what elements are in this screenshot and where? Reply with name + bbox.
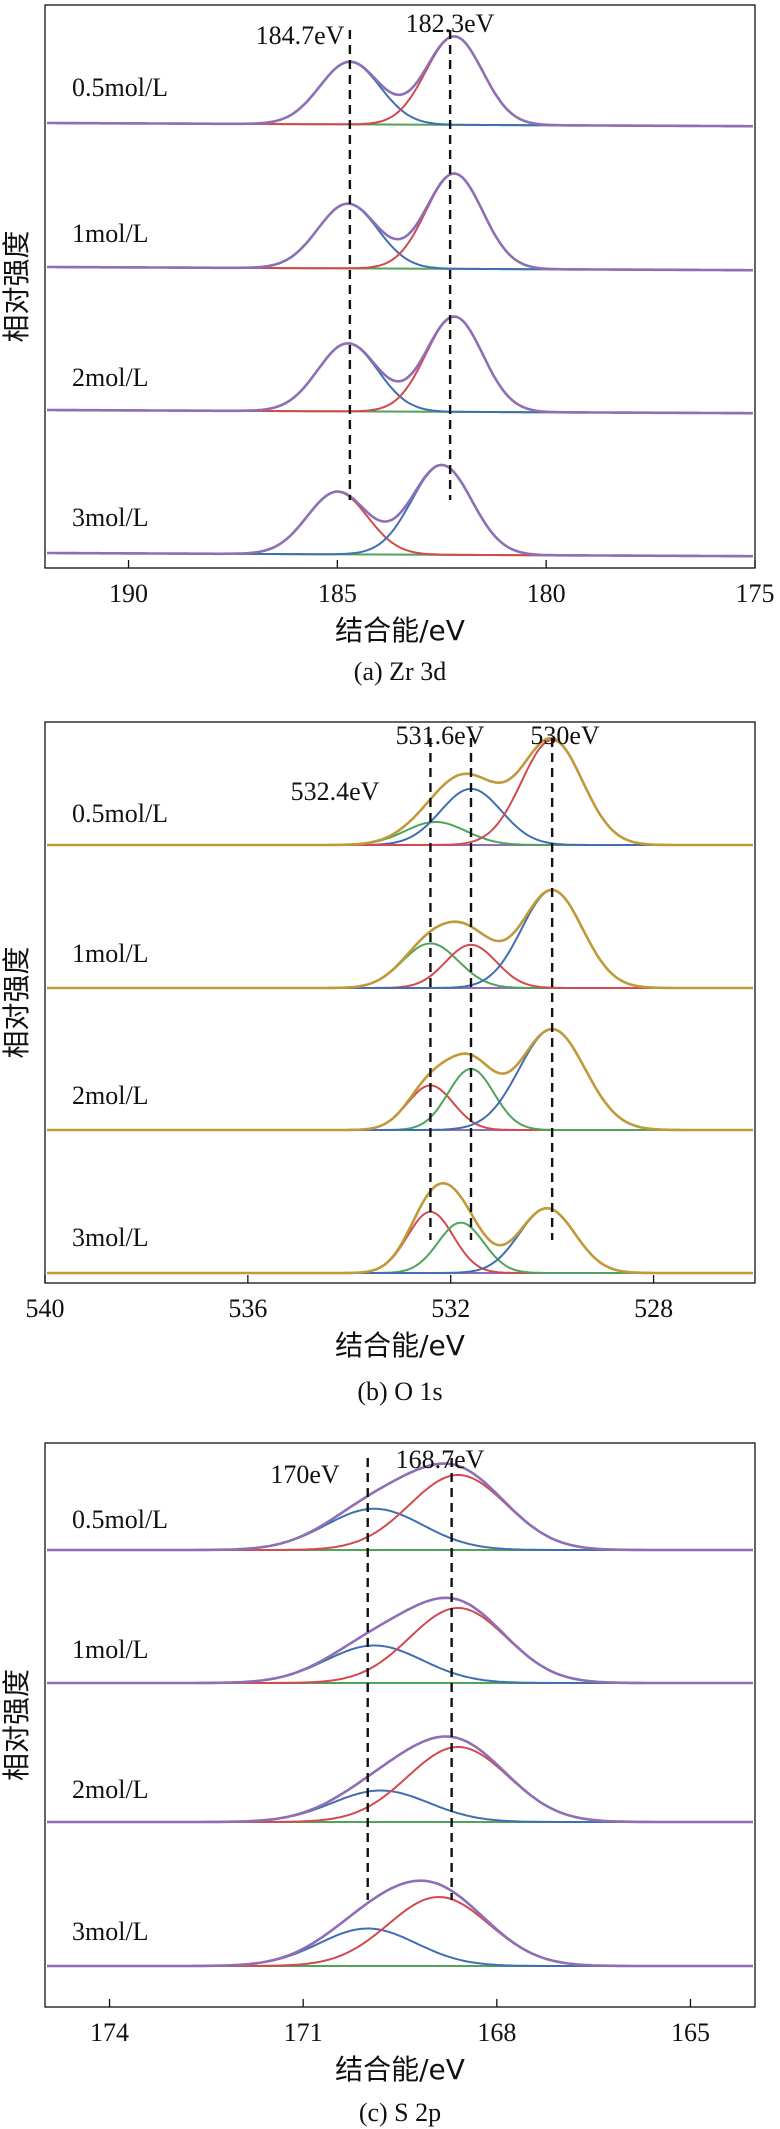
chart-panel-2: 0.5mol/L 1mol/L 2mol/L 3mol/L 170eV 168.7eV 17… xyxy=(0,1442,756,2127)
x-tick-label: 528 xyxy=(634,1294,673,1323)
series-0: 0.5mol/L xyxy=(46,34,754,128)
x-tick-label: 180 xyxy=(527,579,566,608)
x-axis-label: 结合能/eV xyxy=(335,2053,465,2086)
series-3: 3mol/L xyxy=(47,1181,753,1275)
series-label: 1mol/L xyxy=(72,219,149,248)
x-tick-label: 532 xyxy=(431,1294,470,1323)
series-0: 0.5mol/L xyxy=(47,1462,753,1552)
panel-title: (c) S 2p xyxy=(359,2098,441,2127)
x-tick-label: 175 xyxy=(736,579,775,608)
panel-title: (a) Zr 3d xyxy=(354,657,446,686)
series-2: 2mol/L xyxy=(47,1735,753,1824)
reference-label: 184.7eV xyxy=(256,21,345,50)
component-peak xyxy=(47,1207,753,1274)
component-peak xyxy=(47,1210,753,1274)
plot-frame xyxy=(44,4,756,569)
component-peak xyxy=(47,1028,753,1131)
series-label: 1mol/L xyxy=(72,939,149,968)
series-label: 3mol/L xyxy=(72,1917,149,1946)
component-peak xyxy=(47,1927,753,1967)
x-tick-label: 190 xyxy=(109,579,148,608)
x-tick-label: 171 xyxy=(284,2018,323,2047)
component-peak xyxy=(47,1746,753,1823)
series-3: 3mol/L xyxy=(47,1879,753,1968)
series-2: 2mol/L xyxy=(46,315,754,415)
envelope-fit xyxy=(47,1735,753,1824)
envelope-fit xyxy=(47,1879,753,1968)
reference-label: 168.7eV xyxy=(396,1445,485,1474)
x-tick-label: 168 xyxy=(477,2018,516,2047)
reference-label: 182.3eV xyxy=(406,9,495,38)
x-tick-label: 536 xyxy=(228,1294,267,1323)
component-peak xyxy=(47,889,753,989)
series-label: 2mol/L xyxy=(72,1775,149,1804)
envelope-fit xyxy=(47,1462,753,1552)
component-peak xyxy=(47,202,753,272)
series-label: 0.5mol/L xyxy=(72,799,168,828)
series-label: 2mol/L xyxy=(72,363,149,392)
y-axis-label: 相对强度 xyxy=(0,1669,33,1781)
reference-label: 170eV xyxy=(270,1460,340,1489)
component-peak xyxy=(47,942,753,989)
x-axis-label: 结合能/eV xyxy=(335,614,465,647)
series-label: 1mol/L xyxy=(72,1635,149,1664)
component-peak xyxy=(47,1789,753,1823)
series-2: 2mol/L xyxy=(47,1027,753,1132)
envelope-fit xyxy=(47,34,753,128)
panel-title: (b) O 1s xyxy=(357,1377,442,1406)
x-tick-label: 174 xyxy=(90,2018,129,2047)
reference-label: 532.4eV xyxy=(291,777,380,806)
component-peak xyxy=(47,315,753,415)
chart-panel-1: 0.5mol/L 1mol/L 2mol/L 3mol/L 532.4eV 531.6eV… xyxy=(0,721,756,1406)
series-3: 3mol/L xyxy=(46,463,754,558)
component-peak xyxy=(47,1644,753,1684)
component-peak xyxy=(47,342,753,415)
reference-label: 531.6eV xyxy=(396,721,485,750)
chart-panel-0: 0.5mol/L 1mol/L 2mol/L 3mol/L 184.7eV 182.3eV… xyxy=(0,4,775,686)
y-axis-label: 相对强度 xyxy=(0,230,33,342)
envelope-fit xyxy=(47,172,753,272)
component-peak xyxy=(47,943,753,989)
series-label: 2mol/L xyxy=(72,1081,149,1110)
x-tick-label: 540 xyxy=(26,1294,65,1323)
envelope-fit xyxy=(47,463,753,558)
series-1: 1mol/L xyxy=(47,888,753,990)
envelope-fit xyxy=(47,736,753,847)
x-axis-label: 结合能/eV xyxy=(335,1329,465,1362)
plot-frame xyxy=(44,1442,756,2008)
component-peak xyxy=(47,1607,753,1684)
envelope-fit xyxy=(47,315,753,415)
series-label: 0.5mol/L xyxy=(72,73,168,102)
series-label: 0.5mol/L xyxy=(72,1505,168,1534)
envelope-fit xyxy=(47,1027,753,1132)
envelope-fit xyxy=(47,1181,753,1275)
component-peak xyxy=(47,172,753,272)
component-peak xyxy=(47,464,753,558)
plot-frame xyxy=(44,721,756,1284)
series-label: 3mol/L xyxy=(72,503,149,532)
series-1: 1mol/L xyxy=(47,1596,753,1685)
component-peak xyxy=(47,1067,753,1131)
component-peak xyxy=(47,1084,753,1131)
envelope-fit xyxy=(47,1596,753,1685)
x-tick-label: 165 xyxy=(671,2018,710,2047)
y-axis-label: 相对强度 xyxy=(0,946,33,1058)
series-1: 1mol/L xyxy=(46,172,754,272)
envelope-fit xyxy=(47,888,753,990)
series-label: 3mol/L xyxy=(72,1223,149,1252)
series-0: 0.5mol/L xyxy=(47,736,753,847)
component-peak xyxy=(47,1895,753,1967)
x-tick-label: 185 xyxy=(318,579,357,608)
reference-label: 530eV xyxy=(530,721,600,750)
component-peak xyxy=(47,490,753,558)
